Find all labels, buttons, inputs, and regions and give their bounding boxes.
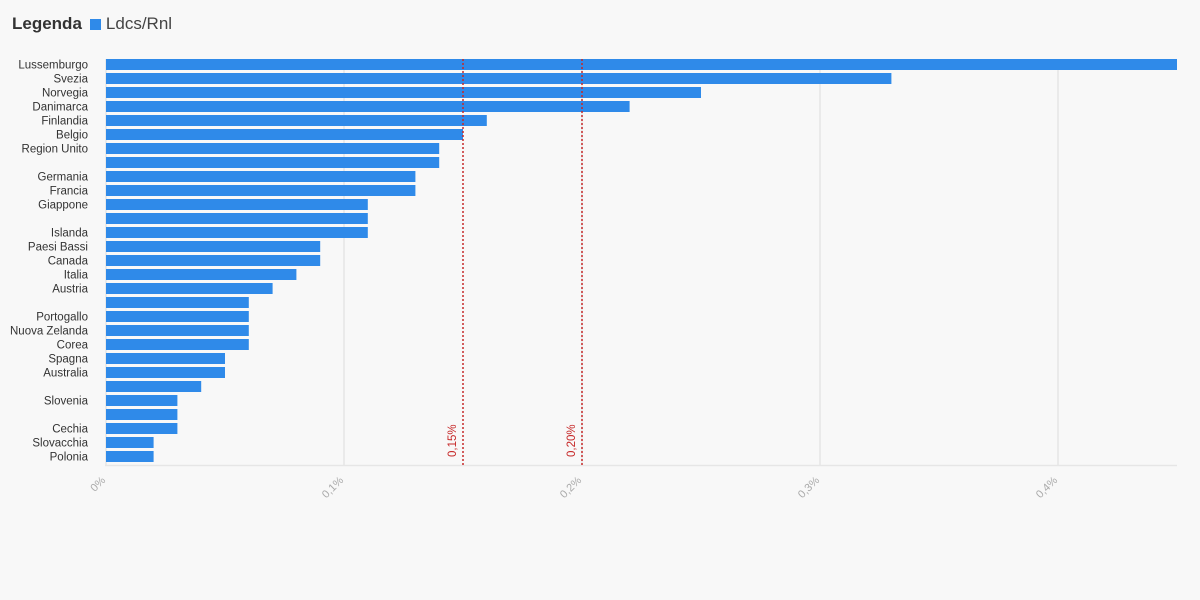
bar[interactable] <box>106 395 178 406</box>
bar[interactable] <box>106 157 440 168</box>
category-label: Finlandia <box>41 116 88 128</box>
category-label: Giappone <box>38 200 88 212</box>
category-label: Slovacchia <box>32 438 88 450</box>
category-label: Cechia <box>52 424 88 436</box>
category-label: Danimarca <box>32 102 88 114</box>
bar[interactable] <box>106 213 368 224</box>
bar[interactable] <box>106 451 154 462</box>
bar[interactable] <box>106 199 368 210</box>
reference-line-label: 0,15% <box>447 424 459 457</box>
legend-item-ldcs-rnl[interactable]: Ldcs/Rnl <box>89 14 173 34</box>
bar[interactable] <box>106 423 178 434</box>
legend-series-label: Ldcs/Rnl <box>105 14 173 33</box>
bar[interactable] <box>106 339 249 350</box>
bar[interactable] <box>106 87 701 98</box>
bars <box>106 59 1177 462</box>
category-label: Francia <box>50 186 89 198</box>
bar[interactable] <box>106 115 487 126</box>
bar[interactable] <box>106 59 1177 70</box>
reference-lines: 0,15% 0,20% <box>447 59 583 465</box>
category-label: Nuova Zelanda <box>10 326 89 338</box>
category-label: Svezia <box>53 74 88 86</box>
bar[interactable] <box>106 381 202 392</box>
bar[interactable] <box>106 325 249 336</box>
category-label: Paesi Bassi <box>28 242 88 254</box>
category-label: Germania <box>38 172 89 184</box>
legend-swatch <box>89 18 101 30</box>
bar[interactable] <box>106 171 416 182</box>
x-tick-label: 0,3% <box>796 474 822 500</box>
bar[interactable] <box>106 185 416 196</box>
category-label: Corea <box>57 340 89 352</box>
category-label: Islanda <box>51 228 89 240</box>
category-label: Slovenia <box>44 396 89 408</box>
category-label: Canada <box>48 256 89 268</box>
x-axis-ticks: 0% 0,1% 0,2% 0,3% 0,4% <box>88 474 1060 500</box>
category-label: Spagna <box>48 354 88 366</box>
legend: Legenda Ldcs/Rnl <box>12 12 172 36</box>
bar[interactable] <box>106 143 440 154</box>
category-label: Australia <box>43 368 88 380</box>
bar[interactable] <box>106 297 249 308</box>
x-tick-label: 0,4% <box>1034 474 1060 500</box>
bar[interactable] <box>106 129 463 140</box>
category-label: Austria <box>52 284 88 296</box>
bar[interactable] <box>106 353 225 364</box>
x-tick-label: 0,1% <box>320 474 346 500</box>
x-tick-label: 0,2% <box>558 474 584 500</box>
bar[interactable] <box>106 101 630 112</box>
bar[interactable] <box>106 437 154 448</box>
category-label: Lussemburgo <box>18 60 88 72</box>
bar[interactable] <box>106 241 321 252</box>
bar[interactable] <box>106 409 178 420</box>
bar[interactable] <box>106 311 249 322</box>
reference-line-label: 0,20% <box>566 424 578 457</box>
bar[interactable] <box>106 73 892 84</box>
bar[interactable] <box>106 283 273 294</box>
category-label: Italia <box>64 270 89 282</box>
category-label: Belgio <box>56 130 88 142</box>
bar[interactable] <box>106 367 225 378</box>
category-label: Region Unito <box>22 144 88 156</box>
category-label: Polonia <box>50 452 89 464</box>
category-label: Norvegia <box>42 88 89 100</box>
legend-title: Legenda <box>12 14 82 33</box>
bar[interactable] <box>106 255 321 266</box>
x-tick-label: 0% <box>88 474 108 494</box>
category-label: Portogallo <box>36 312 88 324</box>
bar[interactable] <box>106 269 297 280</box>
category-labels: Lussemburgo Svezia Norvegia Danimarca Finlan… <box>10 60 89 464</box>
bar[interactable] <box>106 227 368 238</box>
